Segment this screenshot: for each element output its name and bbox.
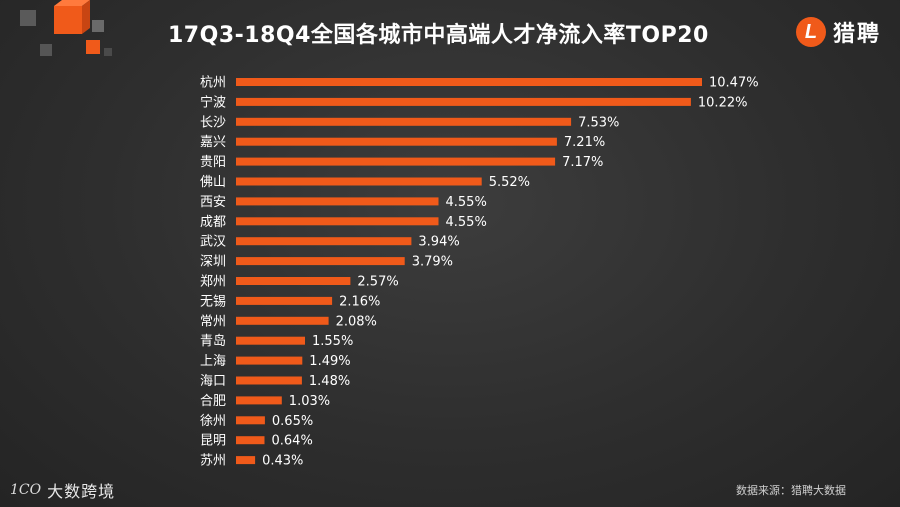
value-label: 4.55% (446, 195, 487, 210)
category-label: 嘉兴 (200, 135, 226, 150)
category-label: 深圳 (200, 255, 226, 270)
value-label: 3.79% (412, 255, 453, 270)
value-label: 0.43% (262, 454, 303, 469)
value-label: 1.49% (309, 354, 350, 369)
bar (236, 316, 329, 325)
category-label: 杭州 (200, 76, 226, 91)
category-label: 长沙 (200, 115, 226, 130)
bar (236, 78, 702, 86)
category-label: 宁波 (200, 94, 226, 110)
value-label: 1.48% (309, 374, 350, 389)
category-label: 徐州 (200, 414, 226, 429)
bar (236, 97, 691, 106)
decorative-cubes (20, 0, 112, 56)
bar (236, 237, 412, 246)
watermark-logo: 1CO 大数跨境 (10, 478, 115, 502)
bar (236, 117, 572, 126)
value-label: 7.21% (564, 135, 605, 150)
value-label: 0.65% (272, 414, 313, 429)
bar (236, 296, 333, 305)
bar (236, 396, 282, 405)
bar (236, 217, 439, 226)
chart-title: 17Q3-18Q4全国各城市中高端人才净流入率TOP20 (168, 23, 709, 48)
data-source: 数据来源：猎聘大数据 (736, 484, 846, 497)
bar (236, 356, 303, 365)
brand-badge-icon: L (796, 17, 826, 47)
category-label: 苏州 (200, 453, 226, 469)
bar (236, 197, 439, 206)
category-label: 常州 (200, 314, 226, 329)
category-label: 昆明 (200, 434, 226, 449)
value-label: 10.22% (698, 95, 748, 110)
value-label: 7.17% (562, 155, 603, 170)
category-label: 佛山 (200, 175, 226, 190)
brand-logo: L 猎聘 (796, 16, 881, 48)
bar (236, 336, 305, 345)
category-label: 上海 (200, 354, 226, 369)
value-label: 4.55% (446, 215, 487, 230)
value-label: 1.55% (312, 334, 353, 349)
bar (236, 277, 351, 285)
bar (236, 177, 482, 186)
bar (236, 257, 405, 266)
watermark-text: 大数跨境 (47, 482, 116, 501)
bar (236, 436, 265, 445)
category-label: 武汉 (200, 235, 226, 250)
category-label: 青岛 (200, 333, 226, 349)
bar (236, 416, 265, 425)
category-label: 贵阳 (200, 155, 226, 170)
bar (236, 376, 302, 385)
value-label: 2.16% (339, 294, 380, 309)
category-label: 海口 (200, 374, 226, 389)
value-label: 7.53% (578, 115, 619, 130)
category-label: 郑州 (200, 275, 226, 290)
bar (236, 157, 556, 166)
value-label: 5.52% (489, 175, 530, 190)
category-label: 无锡 (200, 294, 226, 309)
bar (236, 456, 256, 465)
category-label: 西安 (200, 195, 226, 210)
bar (236, 137, 557, 146)
watermark-mark: 1CO (10, 482, 42, 498)
value-label: 10.47% (709, 76, 759, 91)
category-label: 成都 (200, 215, 226, 230)
category-label: 合肥 (200, 394, 226, 409)
value-label: 3.94% (418, 235, 459, 250)
value-label: 2.08% (336, 314, 377, 329)
value-label: 0.64% (272, 434, 313, 449)
brand-name: 猎聘 (833, 22, 882, 47)
value-label: 1.03% (289, 394, 330, 409)
value-label: 2.57% (357, 275, 398, 290)
